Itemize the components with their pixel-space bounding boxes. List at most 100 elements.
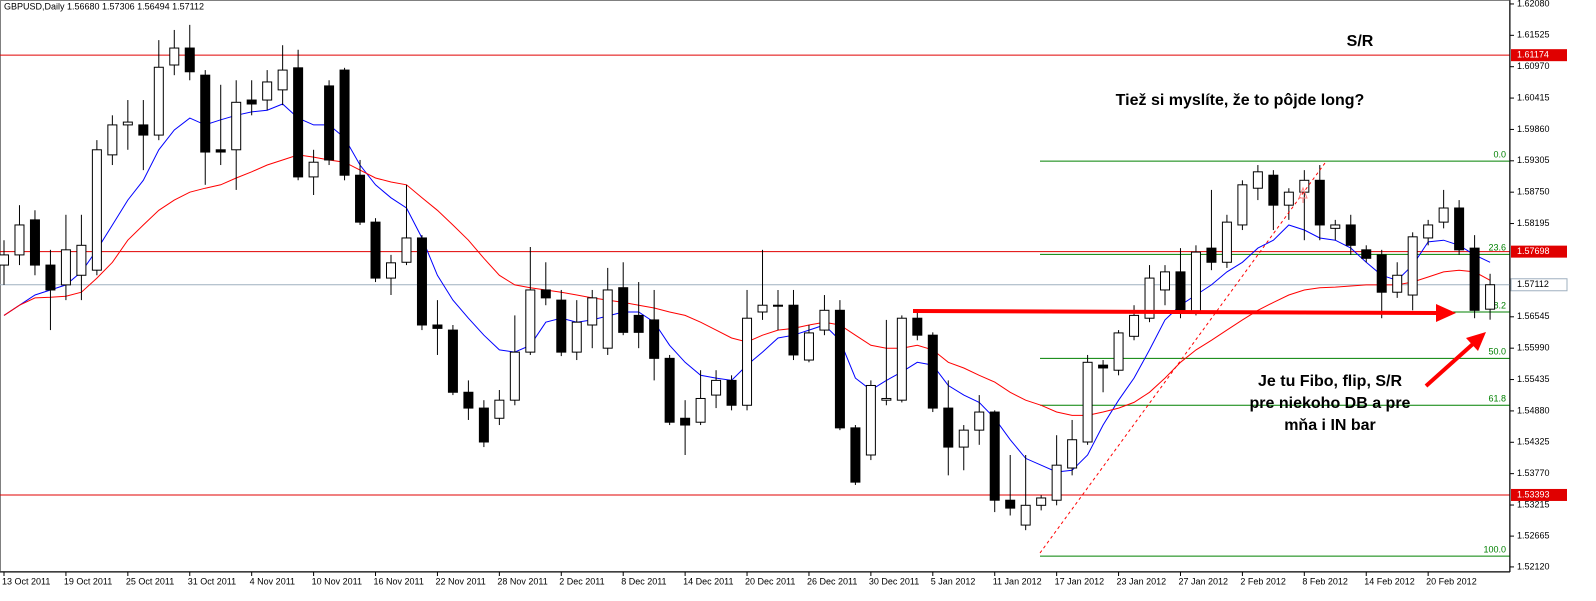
candle-body	[1485, 284, 1496, 310]
candle-body	[1314, 179, 1325, 226]
candle-body	[200, 74, 211, 153]
candle-body	[293, 67, 304, 178]
x-tick-label: 2 Feb 2012	[1240, 576, 1286, 586]
candle-body	[60, 249, 71, 286]
x-tick-label: 20 Feb 2012	[1426, 576, 1477, 586]
x-tick-label: 5 Jan 2012	[931, 576, 976, 586]
candle-body	[386, 262, 396, 279]
candle-body	[649, 319, 660, 359]
candle-body	[308, 161, 319, 178]
arrow	[912, 309, 1439, 315]
candle-body	[912, 317, 923, 336]
fibo-label: 100.0	[1483, 545, 1506, 555]
candle-body	[184, 47, 195, 73]
candle-body	[1160, 271, 1170, 291]
candle-body	[803, 332, 814, 361]
candle-body	[618, 287, 629, 333]
candle-body	[1221, 221, 1232, 263]
price-label-box	[1511, 488, 1567, 501]
candle-body	[695, 397, 706, 423]
annotation: mňa i IN bar	[1284, 417, 1376, 434]
candle-body	[819, 309, 830, 331]
price-label-box	[1510, 278, 1568, 292]
price-label: 1.61174	[1517, 50, 1549, 60]
candle-body	[401, 237, 412, 263]
x-tick-label: 25 Oct 2011	[126, 576, 174, 586]
x-tick-label: 30 Dec 2011	[869, 576, 919, 586]
y-tick-label: 1.54325	[1517, 437, 1550, 447]
candle-body	[107, 124, 118, 156]
candle-body	[850, 427, 861, 483]
candle-body	[1330, 224, 1341, 229]
candle-body	[1067, 439, 1078, 469]
candle-body	[757, 304, 768, 313]
x-tick-label: 10 Nov 2011	[312, 576, 362, 586]
candle-body	[169, 47, 180, 66]
annotation: pre niekoho DB a pre	[1250, 395, 1411, 412]
x-tick-label: 19 Oct 2011	[64, 576, 112, 586]
candle-body	[416, 237, 427, 326]
candle-body	[773, 304, 783, 307]
y-tick-label: 1.62080	[1517, 0, 1550, 8]
annotation: Je tu Fibo, flip, S/R	[1258, 373, 1402, 390]
candle-body	[262, 81, 273, 101]
fibo-trendline	[1039, 162, 1326, 554]
candle-body	[1283, 191, 1294, 206]
y-tick-label: 1.52120	[1517, 561, 1550, 571]
candle-body	[1376, 254, 1387, 293]
candle-body	[339, 69, 350, 176]
candle-body	[91, 149, 102, 271]
x-tick-label: 2 Dec 2011	[559, 576, 604, 586]
price-label: 1.57112	[1517, 279, 1549, 289]
candle-body	[1129, 314, 1140, 337]
candle-body	[881, 397, 892, 401]
candle-body	[29, 219, 40, 266]
arrow-head	[1436, 304, 1456, 322]
candle-body	[571, 321, 582, 353]
candle-body	[1392, 274, 1403, 293]
x-tick-label: 27 Jan 2012	[1178, 576, 1228, 586]
candle-body	[602, 289, 613, 349]
y-tick-label: 1.55990	[1517, 343, 1550, 353]
y-tick-label: 1.55435	[1517, 374, 1550, 384]
x-tick-label: 28 Nov 2011	[497, 576, 547, 586]
price-label-box	[1511, 245, 1567, 258]
candle-body	[1361, 249, 1372, 259]
candle-body	[1113, 332, 1124, 371]
x-tick-label: 13 Oct 2011	[2, 576, 50, 586]
candle-body	[1082, 361, 1093, 443]
x-tick-label: 31 Oct 2011	[188, 576, 236, 586]
candle-body	[0, 254, 9, 266]
candle-body	[726, 379, 737, 406]
candle-body	[540, 289, 551, 299]
arrow	[1424, 341, 1476, 388]
candle-body	[370, 221, 381, 279]
fibo-label: 61.8	[1488, 394, 1506, 404]
x-tick-label: 14 Dec 2011	[683, 576, 733, 586]
y-tick-label: 1.56545	[1517, 311, 1550, 321]
candle-body	[742, 317, 753, 406]
x-tick-label: 23 Jan 2012	[1117, 576, 1167, 586]
candle-body	[989, 411, 1000, 501]
candle-body	[45, 264, 56, 291]
fibo-label: 0.0	[1493, 149, 1506, 159]
candle-body	[1036, 497, 1047, 506]
candle-body	[1175, 271, 1186, 313]
candle-body	[943, 407, 954, 448]
candle-body	[432, 324, 443, 329]
candle-body	[1206, 247, 1217, 263]
x-tick-label: 20 Dec 2011	[745, 576, 795, 586]
candle-body	[231, 101, 242, 151]
annotation: Tiež si myslíte, že to pôjde long?	[1116, 92, 1365, 109]
candle-body	[556, 299, 567, 353]
x-tick-label: 4 Nov 2011	[250, 576, 295, 586]
y-tick-label: 1.52665	[1517, 530, 1550, 540]
y-tick-label: 1.54880	[1517, 405, 1550, 415]
candle-body	[509, 351, 520, 401]
x-tick-label: 17 Jan 2012	[1055, 576, 1105, 586]
y-tick-label: 1.59305	[1517, 155, 1550, 165]
candle-body	[138, 124, 149, 136]
candle-body	[1407, 236, 1418, 296]
candle-body	[788, 304, 799, 356]
x-tick-label: 26 Dec 2011	[807, 576, 857, 586]
